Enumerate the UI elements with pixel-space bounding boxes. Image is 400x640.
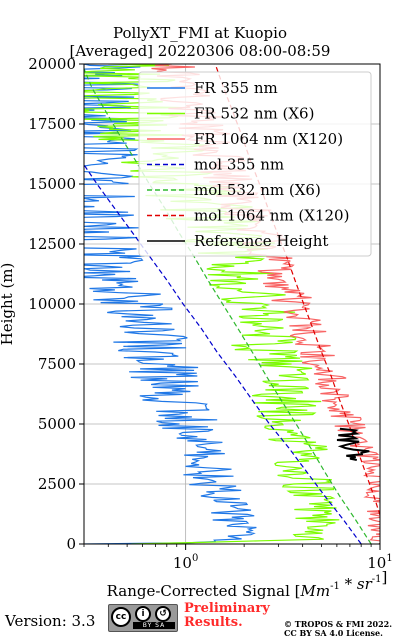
copyright-notice: © TROPOS & FMI 2022. CC BY SA 4.0 Licens… <box>284 620 392 638</box>
legend-box <box>138 71 372 257</box>
y-tick-label: 15000 <box>28 175 76 193</box>
x-tick-label: 101 <box>367 553 392 572</box>
series-line-4 <box>84 68 372 544</box>
legend-label-6: Reference Height <box>194 232 328 250</box>
y-tick-label: 17500 <box>28 115 76 133</box>
cc-license-icon: cc i ↺ BY SA <box>108 604 178 632</box>
y-tick-label: 20000 <box>28 55 76 73</box>
preliminary-line1: Preliminary <box>184 601 270 616</box>
y-tick-label: 10000 <box>28 295 76 313</box>
x-axis-label: Range-Corrected Signal [Mm-1 * sr-1] <box>107 568 388 600</box>
y-tick-label: 5000 <box>38 415 76 433</box>
legend-label-3: mol 355 nm <box>194 156 284 174</box>
y-tick-label: 7500 <box>38 355 76 373</box>
y-tick-label: 0 <box>66 535 76 553</box>
series-line-5 <box>214 64 380 516</box>
legend-label-4: mol 532 nm (X6) <box>194 181 321 199</box>
signal-profile-chart: 100 101 0 2500 5000 7500 10000 12500 15000 17500 2… <box>0 55 393 600</box>
chart-title-line2: [Averaged] 20220306 08:00-08:59 <box>69 42 331 60</box>
series-line-6 <box>336 427 370 461</box>
preliminary-notice: Preliminary Results. <box>184 602 270 630</box>
preliminary-line2: Results. <box>184 615 243 630</box>
copyright-line1: © TROPOS & FMI 2022. <box>284 619 393 629</box>
copyright-line2: CC BY SA 4.0 License. <box>284 628 383 638</box>
x-tick-label: 100 <box>173 553 198 572</box>
legend-label-0: FR 355 nm <box>194 79 278 97</box>
series-line-0 <box>84 64 257 544</box>
y-axis-label: Height (m) <box>0 263 16 346</box>
series-line-3 <box>84 164 362 544</box>
y-tick-label: 12500 <box>28 235 76 253</box>
legend-label-2: FR 1064 nm (X120) <box>194 130 343 148</box>
legend-label-5: mol 1064 nm (X120) <box>194 207 349 225</box>
chart-title-line1: PollyXT_FMI at Kuopio <box>113 24 287 42</box>
cc-badge-text: BY SA <box>133 622 175 629</box>
legend-label-1: FR 532 nm (X6) <box>194 105 314 123</box>
y-tick-label: 2500 <box>38 475 76 493</box>
version-label: Version: 3.3 <box>5 612 96 630</box>
